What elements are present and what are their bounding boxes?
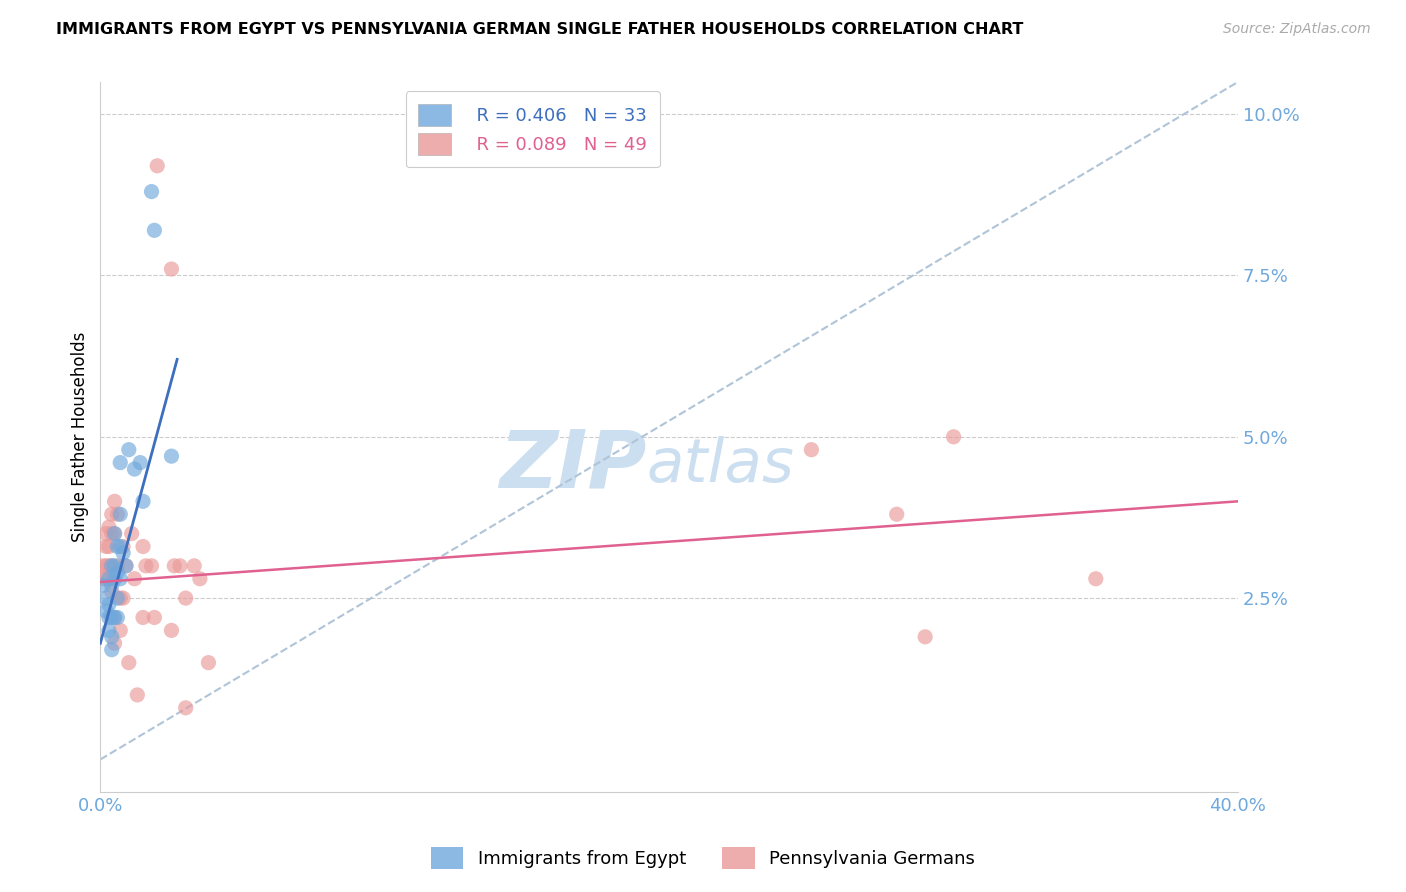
Point [197,656,219,670]
Point [97,572,120,586]
Point [942,430,965,444]
Point [1084,572,1107,586]
Point [132,494,155,508]
Point [103,526,125,541]
Point [94,604,117,618]
Point [914,630,936,644]
Point [100,507,122,521]
Point [97,598,120,612]
Point [97,540,120,554]
Point [100,642,122,657]
Point [183,558,205,573]
Point [91,578,114,592]
Point [124,462,146,476]
Point [94,558,117,573]
Point [103,610,125,624]
Point [100,558,122,573]
Point [100,578,122,592]
Point [97,610,120,624]
Point [143,223,166,237]
Point [886,507,908,521]
Point [100,526,122,541]
Point [129,456,152,470]
Point [103,558,125,573]
Point [112,540,135,554]
Point [97,558,120,573]
Legend:   R = 0.406   N = 33,   R = 0.089   N = 49: R = 0.406 N = 33, R = 0.089 N = 49 [405,91,659,168]
Point [160,624,183,638]
Point [146,159,169,173]
Point [160,449,183,463]
Point [103,494,125,508]
Point [121,526,143,541]
Point [97,624,120,638]
Point [97,572,120,586]
Point [100,610,122,624]
Point [110,572,132,586]
Point [118,442,141,457]
Point [110,591,132,606]
Point [91,572,114,586]
Point [107,558,129,573]
Point [94,540,117,554]
Point [107,591,129,606]
Point [100,584,122,599]
Point [110,624,132,638]
Point [107,507,129,521]
Point [132,610,155,624]
Point [141,185,163,199]
Point [127,688,149,702]
Point [100,558,122,573]
Point [112,546,135,560]
Point [115,558,138,573]
Point [163,558,186,573]
Point [91,558,114,573]
Point [94,572,117,586]
Point [174,701,197,715]
Point [94,591,117,606]
Text: ZIP: ZIP [499,426,647,504]
Point [188,572,211,586]
Point [115,558,138,573]
Legend: Immigrants from Egypt, Pennsylvania Germans: Immigrants from Egypt, Pennsylvania Germ… [422,838,984,879]
Point [110,507,132,521]
Point [169,558,191,573]
Text: Source: ZipAtlas.com: Source: ZipAtlas.com [1223,22,1371,37]
Point [143,610,166,624]
Point [174,591,197,606]
Point [112,591,135,606]
Point [94,526,117,541]
Text: IMMIGRANTS FROM EGYPT VS PENNSYLVANIA GERMAN SINGLE FATHER HOUSEHOLDS CORRELATIO: IMMIGRANTS FROM EGYPT VS PENNSYLVANIA GE… [56,22,1024,37]
Point [800,442,823,457]
Point [118,656,141,670]
Point [107,566,129,580]
Point [141,558,163,573]
Point [160,262,183,277]
Point [103,610,125,624]
Point [97,520,120,534]
Point [100,630,122,644]
Y-axis label: Single Father Households: Single Father Households [72,332,89,542]
Text: atlas: atlas [647,435,794,495]
Point [135,558,157,573]
Point [110,540,132,554]
Point [110,456,132,470]
Point [107,610,129,624]
Point [103,526,125,541]
Point [103,572,125,586]
Point [103,636,125,650]
Point [107,540,129,554]
Point [124,572,146,586]
Point [132,540,155,554]
